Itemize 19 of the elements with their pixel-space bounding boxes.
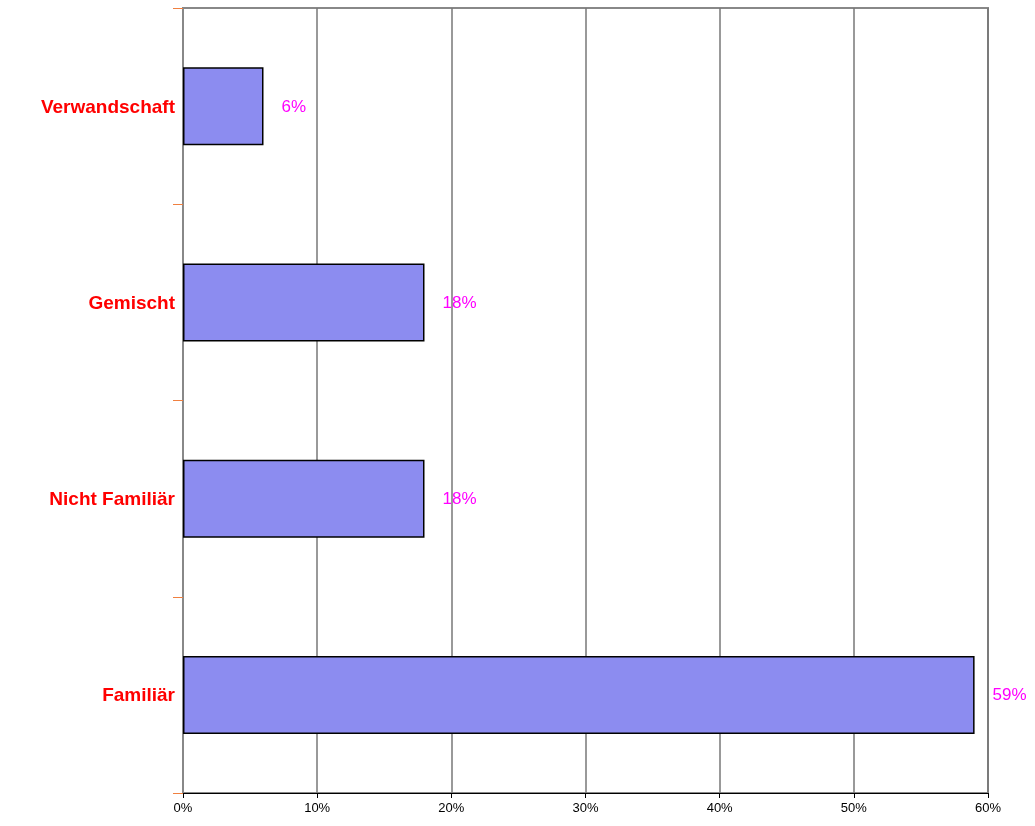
x-tick-label: 10% [304, 800, 331, 815]
x-tick-label: 0% [173, 800, 193, 815]
data-label: 59% [992, 685, 1027, 705]
y-tick-label: Verwandschaft [40, 95, 176, 117]
bar [183, 67, 264, 146]
x-tick-label: 60% [974, 800, 1002, 815]
x-tick-label: 20% [438, 800, 465, 815]
bar [183, 655, 975, 734]
x-tick-label: 30% [572, 800, 599, 815]
bar [183, 263, 425, 342]
y-tick-label: Gemischt [88, 291, 176, 313]
bar [183, 459, 425, 538]
data-label: 6% [281, 96, 307, 116]
x-tick-label: 50% [840, 800, 868, 815]
y-tick-label: Familiär [102, 684, 176, 706]
data-label: 18% [442, 292, 477, 312]
data-label: 18% [442, 489, 477, 509]
y-tick-label: Nicht Familiär [49, 488, 176, 510]
x-tick-label: 40% [706, 800, 734, 815]
